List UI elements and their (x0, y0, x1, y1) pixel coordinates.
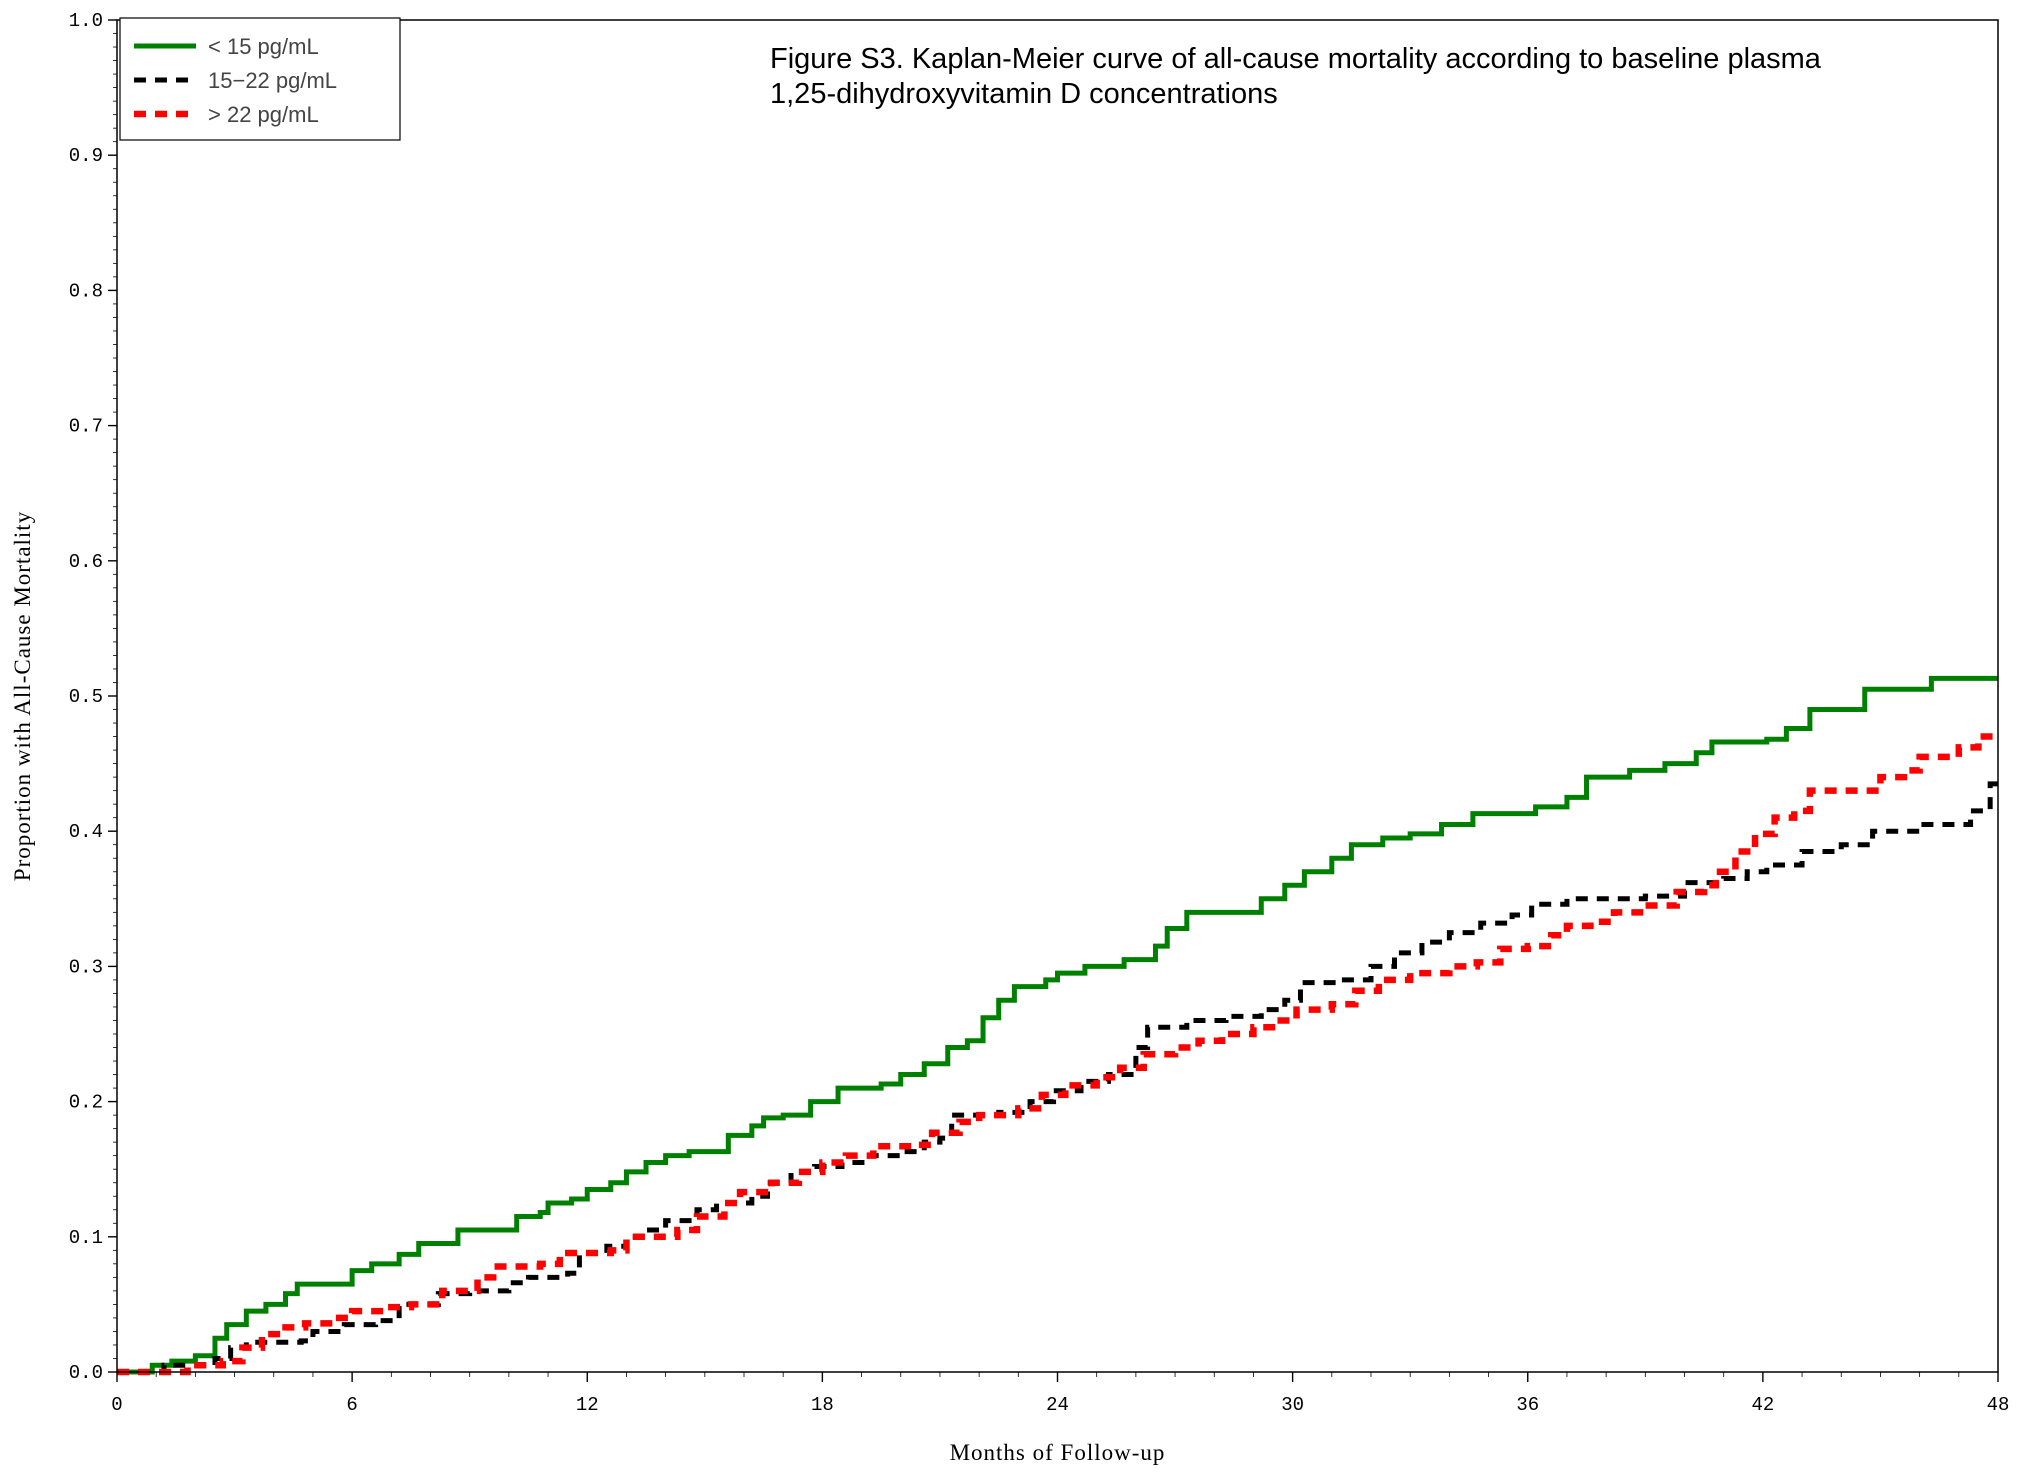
x-tick-label: 0 (111, 1394, 122, 1416)
legend-label: 15−22 pg/mL (208, 68, 337, 93)
figure-title-line-2: 1,25-dihydroxyvitamin D concentrations (770, 78, 1278, 110)
x-axis-title: Months of Follow-up (950, 1440, 1166, 1465)
x-tick-label: 42 (1751, 1394, 1774, 1416)
x-tick-label: 48 (1987, 1394, 2010, 1416)
x-tick-label: 30 (1281, 1394, 1304, 1416)
figure-title-line-1: Figure S3. Kaplan-Meier curve of all-cau… (770, 43, 1822, 75)
y-tick-label: 0.5 (69, 686, 103, 708)
x-tick-label: 6 (346, 1394, 357, 1416)
y-tick-label: 0.4 (69, 821, 103, 843)
y-tick-label: 0.8 (69, 280, 103, 302)
axis-ticks (108, 19, 1999, 1382)
plot-frame (116, 19, 1999, 1373)
y-tick-label: 0.0 (69, 1362, 103, 1384)
y-tick-label: 0.2 (69, 1092, 103, 1114)
x-tick-label: 36 (1516, 1394, 1539, 1416)
y-tick-label: 0.1 (69, 1227, 103, 1249)
y-axis-title: Proportion with All-Cause Mortality (10, 511, 35, 881)
legend-label: > 22 pg/mL (208, 102, 319, 127)
x-tick-label: 18 (811, 1394, 834, 1416)
x-tick-label: 12 (576, 1394, 599, 1416)
y-tick-label: 1.0 (69, 10, 103, 32)
series-lines (117, 675, 2001, 1376)
series-line-3 (117, 733, 1998, 1376)
legend-label: < 15 pg/mL (208, 34, 319, 59)
y-tick-label: 0.9 (69, 145, 103, 167)
y-tick-label: 0.3 (69, 956, 103, 978)
series-line-2 (117, 777, 2001, 1375)
x-tick-label: 24 (1046, 1394, 1069, 1416)
y-tick-label: 0.7 (69, 416, 103, 438)
y-tick-label: 0.6 (69, 551, 103, 573)
legend: < 15 pg/mL 15−22 pg/mL > 22 pg/mL (119, 17, 401, 141)
axis-tick-labels: 0.0 0.1 0.2 0.3 0.4 0.5 0.6 0.7 0.8 0.9 1.0 0 6 12 18 2… (69, 10, 2010, 1416)
series-line-1 (117, 675, 1998, 1375)
